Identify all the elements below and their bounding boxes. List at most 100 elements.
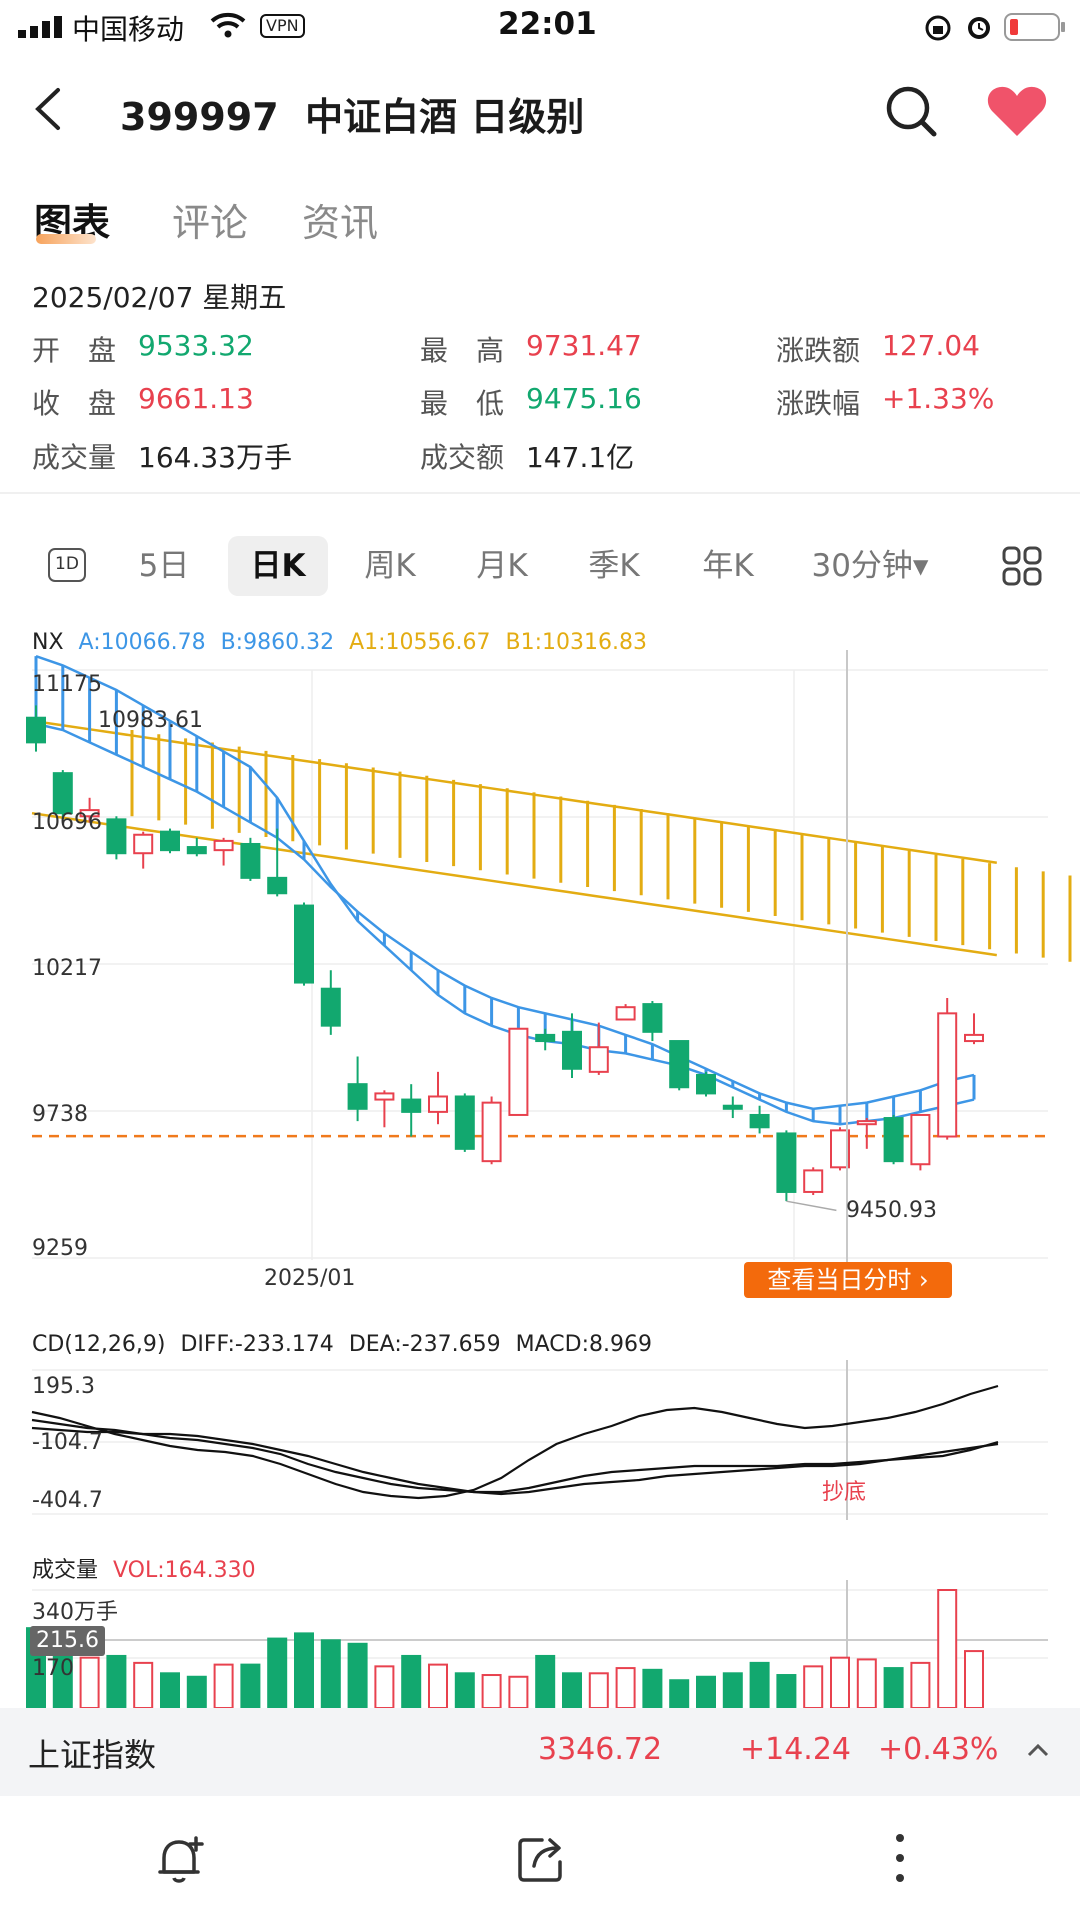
volume-chart-value: VOL:164.330 (113, 1558, 256, 1583)
candle-body (964, 1033, 984, 1043)
more-options-icon[interactable] (886, 1830, 914, 1890)
macd-chart[interactable] (0, 1360, 1080, 1520)
candle-body (213, 839, 234, 852)
share-icon[interactable] (514, 1832, 568, 1890)
candle-body (803, 1169, 824, 1193)
divider (0, 492, 1080, 494)
candle-body (883, 1117, 904, 1163)
period-1d-button[interactable]: 1D (48, 548, 86, 582)
period-tab-weekly-k[interactable]: 周K (364, 548, 416, 584)
volume-bar (428, 1663, 448, 1709)
period-tab-5day[interactable]: 5日 (138, 548, 190, 584)
chevron-up-icon[interactable] (1026, 1738, 1050, 1766)
volume-bar (669, 1679, 690, 1709)
status-bar: 中国移动 VPN 22:01 (0, 0, 1080, 54)
volume-bar (642, 1668, 663, 1710)
period-tab-30min-dropdown[interactable]: 30分钟▾ (811, 548, 929, 584)
close-label: 收 盘 (32, 387, 117, 420)
indicator-name: NX (32, 630, 64, 655)
volume-bar (106, 1654, 127, 1709)
volume-bar (937, 1589, 958, 1709)
volume-chart[interactable] (0, 1580, 1080, 1710)
vpn-badge: VPN (260, 14, 305, 38)
candlestick-chart[interactable] (0, 650, 1080, 1290)
index-ticker-bar[interactable]: 上证指数 3346.72 +14.24 +0.43% (0, 1708, 1080, 1796)
y-tick-11175: 11175 (32, 672, 102, 697)
tab-comments[interactable]: 评论 (172, 201, 249, 245)
candle-body (856, 1120, 877, 1126)
candle-body (428, 1095, 448, 1113)
volume-bar (79, 1656, 100, 1709)
open-label: 开 盘 (32, 334, 117, 367)
blue-band-line-a (35, 654, 975, 1126)
index-name: 上证指数 (28, 1736, 157, 1774)
period-tab-quarterly-k[interactable]: 季K (588, 548, 640, 584)
search-icon[interactable] (884, 84, 938, 142)
macd-y-tick-top: 195.3 (32, 1374, 95, 1399)
volume-bar (213, 1663, 234, 1709)
macd-line (31, 1384, 999, 1500)
candle-body (615, 1006, 636, 1021)
change-label: 涨跌额 (776, 334, 861, 367)
index-value: 3346.72 (538, 1732, 663, 1767)
period-tab-daily-k[interactable]: 日K (228, 536, 328, 596)
min-price-leader (786, 1200, 837, 1212)
candle-body (160, 830, 180, 852)
volume-bar (562, 1672, 582, 1710)
y-tick-10217: 10217 (32, 956, 102, 981)
volume-bar (294, 1632, 314, 1709)
candle-body (830, 1129, 850, 1169)
clock-time: 22:01 (498, 6, 597, 42)
back-icon[interactable] (28, 84, 68, 134)
candle-body (267, 876, 288, 895)
volume-bar (481, 1674, 502, 1709)
volume-bar (722, 1672, 743, 1710)
blue-band-line-b (35, 722, 975, 1111)
volume-bar (401, 1654, 422, 1709)
candle-body (454, 1095, 475, 1150)
min-price-label: 9450.93 (846, 1198, 937, 1223)
grid-layout-icon[interactable] (1002, 546, 1042, 590)
main-indicator-legend: NX A:10066.78 B:9860.32 A1:10556.67 B1:1… (32, 630, 647, 655)
candle-body (374, 1092, 395, 1101)
volume-chart-label: 成交量 (32, 1558, 99, 1583)
high-label: 最 高 (420, 334, 505, 367)
favorite-heart-icon[interactable] (986, 84, 1048, 142)
period-tab-monthly-k[interactable]: 月K (476, 548, 528, 584)
volume-bar (776, 1674, 797, 1709)
add-alert-bell-icon[interactable] (154, 1832, 208, 1890)
volume-bar (856, 1658, 877, 1709)
volume-bar (910, 1661, 931, 1709)
volume-bar (267, 1637, 288, 1709)
period-tab-yearly-k[interactable]: 年K (702, 548, 754, 584)
macd-y-tick-bottom: -404.7 (32, 1488, 103, 1513)
view-intraday-button[interactable]: 查看当日分时 › (744, 1262, 952, 1298)
volume-bar (803, 1665, 824, 1710)
legend-b1: B1:10316.83 (505, 630, 647, 655)
amount-value: 147.1亿 (526, 441, 635, 474)
y-tick-9259: 9259 (32, 1236, 88, 1261)
carrier-name: 中国移动 (72, 13, 185, 46)
index-pct: +0.43% (878, 1732, 999, 1767)
volume-bar (347, 1642, 368, 1709)
volume-value: 164.33万手 (138, 441, 292, 474)
candle-body (347, 1083, 368, 1110)
candle-body (562, 1030, 582, 1070)
volume-bar (615, 1667, 636, 1709)
gold-band-lower-line (31, 811, 997, 957)
volume-cursor-value: 215.6 (30, 1626, 105, 1656)
candle-body (26, 716, 46, 744)
rotation-lock-icon (924, 14, 952, 46)
candle-body (910, 1113, 931, 1166)
candle-body (481, 1101, 502, 1163)
candle-body (642, 1003, 663, 1033)
tab-news[interactable]: 资讯 (302, 201, 379, 245)
high-value: 9731.47 (526, 329, 642, 362)
signal-icon (18, 16, 64, 38)
candle-body (749, 1113, 770, 1129)
volume-bar (883, 1667, 904, 1709)
macd-value: MACD:8.969 (515, 1332, 652, 1357)
macd-dea: DEA:-237.659 (348, 1332, 501, 1357)
volume-bar (454, 1672, 475, 1710)
volume-y-tick-top: 340万手 (32, 1600, 118, 1625)
